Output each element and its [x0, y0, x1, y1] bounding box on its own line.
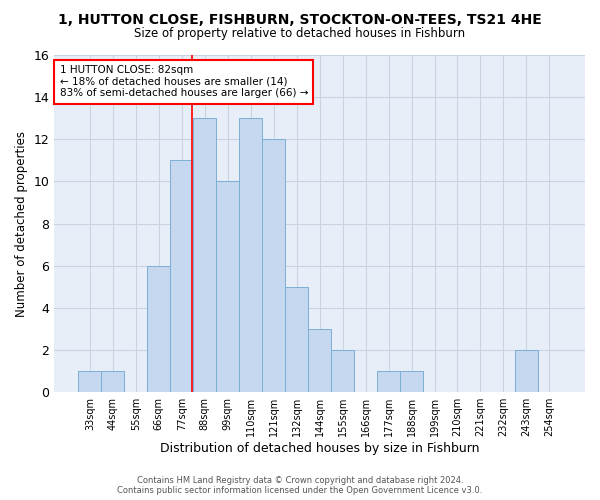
Bar	[262, 140, 285, 392]
Bar	[377, 371, 400, 392]
Bar	[285, 287, 308, 392]
Bar	[400, 371, 423, 392]
Y-axis label: Number of detached properties: Number of detached properties	[15, 130, 28, 316]
Text: Contains HM Land Registry data © Crown copyright and database right 2024.
Contai: Contains HM Land Registry data © Crown c…	[118, 476, 482, 495]
Bar	[308, 329, 331, 392]
Bar	[79, 371, 101, 392]
Text: 1 HUTTON CLOSE: 82sqm
← 18% of detached houses are smaller (14)
83% of semi-deta: 1 HUTTON CLOSE: 82sqm ← 18% of detached …	[59, 65, 308, 98]
Text: Size of property relative to detached houses in Fishburn: Size of property relative to detached ho…	[134, 28, 466, 40]
X-axis label: Distribution of detached houses by size in Fishburn: Distribution of detached houses by size …	[160, 442, 479, 455]
Text: 1, HUTTON CLOSE, FISHBURN, STOCKTON-ON-TEES, TS21 4HE: 1, HUTTON CLOSE, FISHBURN, STOCKTON-ON-T…	[58, 12, 542, 26]
Bar	[239, 118, 262, 392]
Bar	[193, 118, 216, 392]
Bar	[148, 266, 170, 392]
Bar	[331, 350, 354, 392]
Bar	[101, 371, 124, 392]
Bar	[170, 160, 193, 392]
Bar	[515, 350, 538, 392]
Bar	[216, 182, 239, 392]
